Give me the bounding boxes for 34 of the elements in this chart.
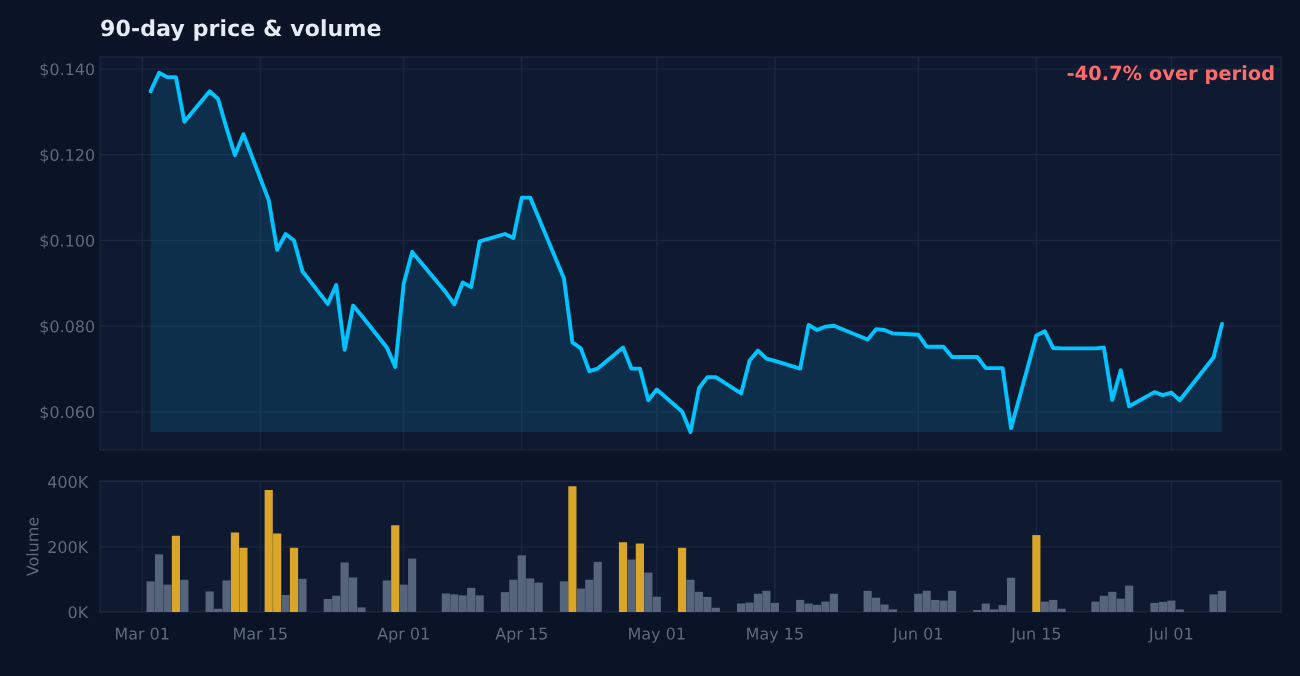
y-tick-label: 400K [48,475,89,488]
y-tick-label: 200K [48,541,89,554]
x-tick-label: Mar 01 [115,627,169,640]
y-tick-label: $0.080 [40,320,95,335]
y-tick-label: $0.120 [40,148,95,164]
annotation: -40.7% over period [1067,65,1274,85]
x-tick-label: Jun 01 [892,627,942,643]
x-tick-label: May 01 [629,627,685,643]
x-tick-label: Mar 15 [234,627,287,640]
y-tick-label: $0.100 [40,234,95,249]
bar [281,595,290,612]
x-tick-label: Apr 01 [377,627,429,643]
bar [382,580,391,612]
x-tick-label: Jun 15 [1010,627,1061,643]
bar [618,542,628,612]
chart-title: 90-day price & volume [101,19,381,41]
x-tick-label: May 15 [747,627,803,643]
y-tick-label: $0.140 [40,62,95,78]
bar [298,578,307,612]
y-tick-label: $0.060 [40,405,95,421]
bar [391,525,400,612]
bar [627,559,636,612]
bar [677,547,687,612]
bar [1032,535,1041,612]
y-axis-title: Volume [26,517,39,577]
bar [180,579,189,612]
bar [559,581,569,612]
bar [289,547,299,612]
x-tick-label: Jul 01 [1148,627,1193,643]
bar [568,486,577,612]
bar [635,543,644,612]
y-tick-label: 0K [68,606,89,619]
bar [171,535,181,612]
x-tick-label: Apr 15 [495,627,547,643]
